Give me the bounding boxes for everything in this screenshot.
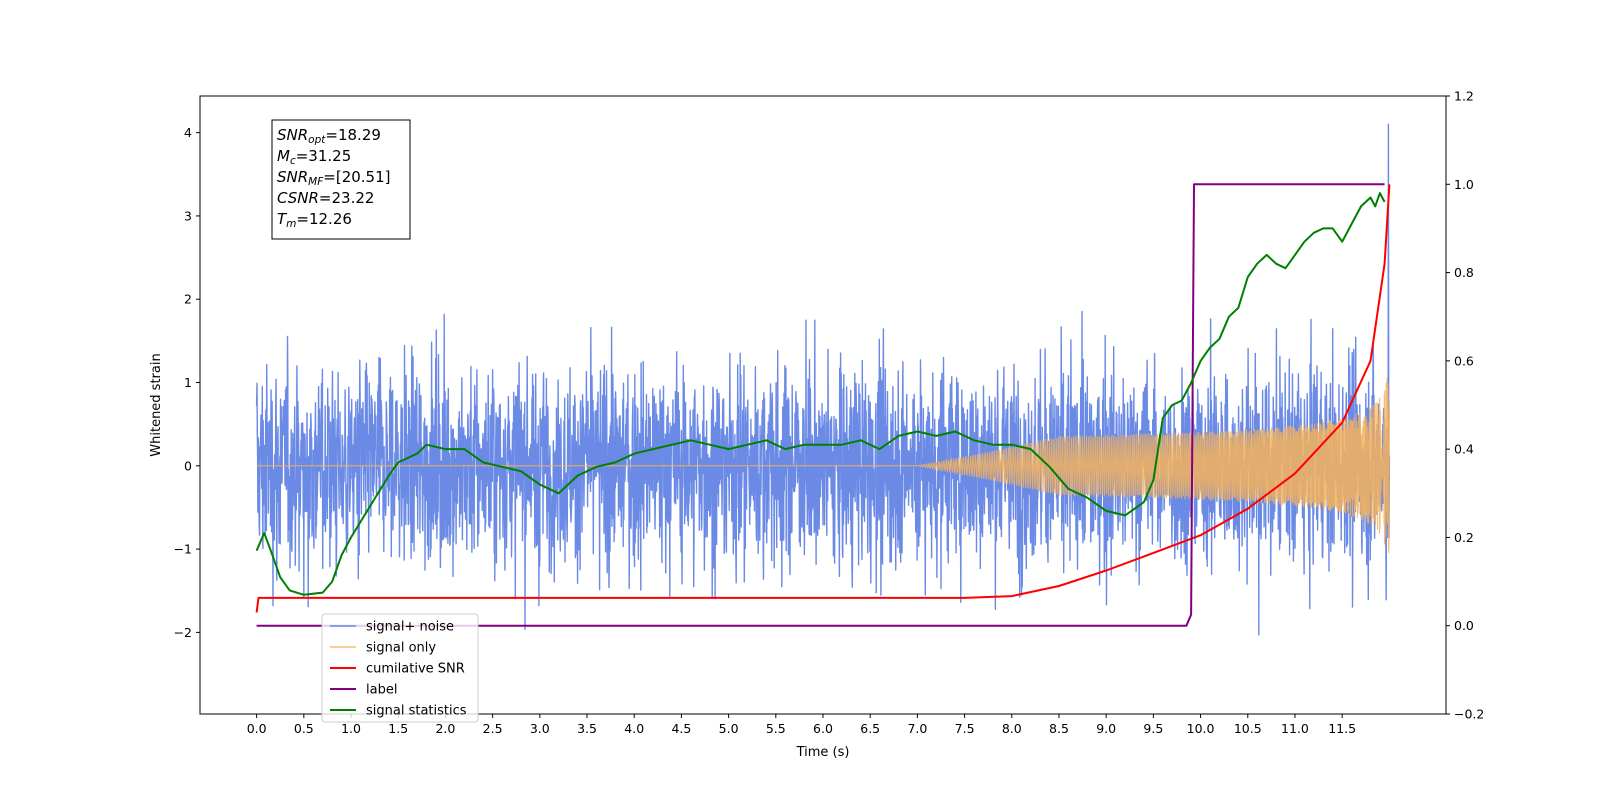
annotation-line: SNRopt=18.29 bbox=[277, 126, 381, 146]
x-tick-label: 10.0 bbox=[1187, 721, 1215, 736]
cumilative-snr-line bbox=[255, 184, 1391, 613]
annotation-line: SNRMF=[20.51] bbox=[277, 168, 391, 188]
y2-tick-label: 0.6 bbox=[1454, 353, 1474, 368]
legend-label: label bbox=[366, 683, 397, 698]
y-axis-right: −0.2 0.0 0.2 0.4 0.6 0.8 1.0 1.2 bbox=[1446, 89, 1484, 722]
x-tick-label: 11.5 bbox=[1328, 721, 1356, 736]
annotation-line: Tm=12.26 bbox=[277, 210, 352, 230]
y2-tick-label: 1.0 bbox=[1454, 177, 1474, 192]
legend-frame bbox=[321, 613, 479, 723]
annotation-box: SNRopt=18.29Mc=31.25SNRMF=[20.51]CSNR=23… bbox=[271, 119, 411, 240]
x-tick-label: 7.5 bbox=[955, 721, 975, 736]
y-tick-label: −1 bbox=[174, 542, 192, 557]
x-tick-label: 2.0 bbox=[435, 721, 455, 736]
x-axis-label: Time (s) bbox=[796, 745, 850, 760]
label-line bbox=[256, 183, 1385, 627]
x-axis: 0.0 0.5 1.0 1.5 2.0 2.5 3.0 3.5 4.0 4.5 5.0 5.5 6.0 6… bbox=[247, 714, 1356, 736]
x-tick-label: 1.5 bbox=[388, 721, 408, 736]
y-tick-label: 0 bbox=[184, 458, 192, 473]
x-tick-label: 6.0 bbox=[813, 721, 833, 736]
legend-label: signal only bbox=[366, 641, 436, 656]
legend-label: cumilative SNR bbox=[366, 662, 465, 677]
y-tick-label: 1 bbox=[184, 375, 192, 390]
annotation-line: Mc=31.25 bbox=[277, 147, 351, 167]
y2-tick-label: 1.2 bbox=[1454, 89, 1474, 104]
x-tick-label: 9.5 bbox=[1143, 721, 1163, 736]
x-tick-label: 10.5 bbox=[1234, 721, 1262, 736]
x-tick-label: 6.5 bbox=[860, 721, 880, 736]
legend-item-signal-only: signal only bbox=[330, 641, 436, 656]
signal-statistics-line bbox=[255, 192, 1386, 596]
legend-item-label: label bbox=[330, 683, 397, 698]
legend-item-cumilative-snr: cumilative SNR bbox=[330, 662, 465, 677]
x-tick-label: 7.0 bbox=[907, 721, 927, 736]
signal-only-line bbox=[256, 377, 1390, 554]
x-tick-label: 11.0 bbox=[1281, 721, 1309, 736]
legend: signal+ noise signal only cumilative SNR la… bbox=[321, 613, 479, 723]
annotation-frame bbox=[271, 119, 411, 240]
annotation-line: CSNR=23.22 bbox=[277, 189, 374, 207]
x-tick-label: 4.0 bbox=[624, 721, 644, 736]
x-tick-label: 2.5 bbox=[483, 721, 503, 736]
x-tick-label: 3.0 bbox=[530, 721, 550, 736]
legend-item-signal-statistics: signal statistics bbox=[330, 704, 467, 719]
y2-tick-label: 0.8 bbox=[1454, 265, 1474, 280]
x-tick-label: 3.5 bbox=[577, 721, 597, 736]
x-tick-label: 9.0 bbox=[1096, 721, 1116, 736]
y2-tick-label: −0.2 bbox=[1454, 707, 1484, 722]
x-tick-label: 0.5 bbox=[294, 721, 314, 736]
x-tick-label: 8.0 bbox=[1002, 721, 1022, 736]
y2-tick-label: 0.4 bbox=[1454, 442, 1474, 457]
x-tick-label: 8.5 bbox=[1049, 721, 1069, 736]
y-tick-label: 3 bbox=[184, 208, 192, 223]
x-tick-label: 1.0 bbox=[341, 721, 361, 736]
x-tick-label: 0.0 bbox=[247, 721, 267, 736]
x-tick-label: 5.0 bbox=[719, 721, 739, 736]
y-tick-label: 2 bbox=[184, 292, 192, 307]
series-layer bbox=[255, 123, 1391, 636]
y2-tick-label: 0.2 bbox=[1454, 530, 1474, 545]
y-axis-left: −2 −1 0 1 2 3 4 bbox=[174, 125, 200, 640]
y-axis-label: Whitened strain bbox=[149, 353, 164, 456]
x-tick-label: 5.5 bbox=[766, 721, 786, 736]
y2-tick-label: 0.0 bbox=[1454, 618, 1474, 633]
x-tick-label: 4.5 bbox=[671, 721, 691, 736]
legend-label: signal+ noise bbox=[366, 620, 454, 635]
legend-label: signal statistics bbox=[366, 704, 467, 719]
y-tick-label: −2 bbox=[174, 625, 192, 640]
y-tick-label: 4 bbox=[184, 125, 192, 140]
legend-item-signal-noise: signal+ noise bbox=[330, 620, 454, 635]
